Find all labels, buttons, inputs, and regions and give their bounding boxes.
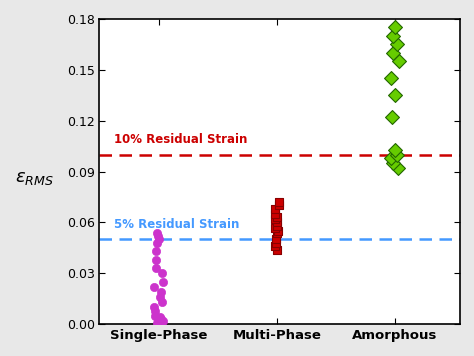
- Point: [387, 75, 394, 81]
- Point: [393, 42, 401, 47]
- Point: [391, 92, 399, 98]
- Point: [156, 315, 164, 320]
- Point: [273, 220, 281, 225]
- Point: [150, 284, 158, 290]
- Point: [152, 266, 160, 271]
- Point: [389, 50, 397, 56]
- Point: [273, 230, 281, 235]
- Point: [272, 211, 279, 217]
- Text: 5% Residual Strain: 5% Residual Strain: [114, 218, 239, 231]
- Point: [155, 237, 163, 242]
- Point: [273, 215, 281, 220]
- Point: [159, 318, 167, 324]
- Point: [152, 257, 159, 263]
- Point: [158, 299, 166, 305]
- Point: [273, 247, 281, 252]
- Point: [152, 308, 159, 314]
- Point: [272, 240, 280, 246]
- Point: [158, 271, 165, 276]
- Point: [275, 199, 283, 205]
- Point: [387, 155, 395, 161]
- Point: [273, 237, 280, 242]
- Y-axis label: $\varepsilon_{RMS}$: $\varepsilon_{RMS}$: [15, 169, 54, 187]
- Point: [153, 230, 160, 235]
- Point: [159, 279, 167, 285]
- Point: [152, 313, 159, 319]
- Point: [156, 294, 164, 300]
- Point: [272, 225, 279, 230]
- Point: [390, 33, 397, 39]
- Point: [392, 25, 399, 30]
- Point: [153, 240, 161, 246]
- Point: [271, 244, 279, 249]
- Point: [273, 223, 281, 229]
- Text: 10% Residual Strain: 10% Residual Strain: [114, 133, 247, 146]
- Point: [390, 160, 397, 166]
- Point: [393, 152, 401, 157]
- Point: [152, 248, 159, 254]
- Point: [157, 289, 164, 295]
- Point: [157, 316, 164, 322]
- Point: [154, 320, 161, 325]
- Point: [391, 147, 398, 152]
- Point: [274, 228, 282, 234]
- Point: [395, 58, 403, 64]
- Point: [388, 114, 395, 120]
- Point: [271, 216, 279, 222]
- Point: [154, 233, 162, 239]
- Point: [151, 304, 158, 310]
- Point: [394, 165, 402, 171]
- Point: [275, 203, 283, 208]
- Point: [271, 206, 279, 212]
